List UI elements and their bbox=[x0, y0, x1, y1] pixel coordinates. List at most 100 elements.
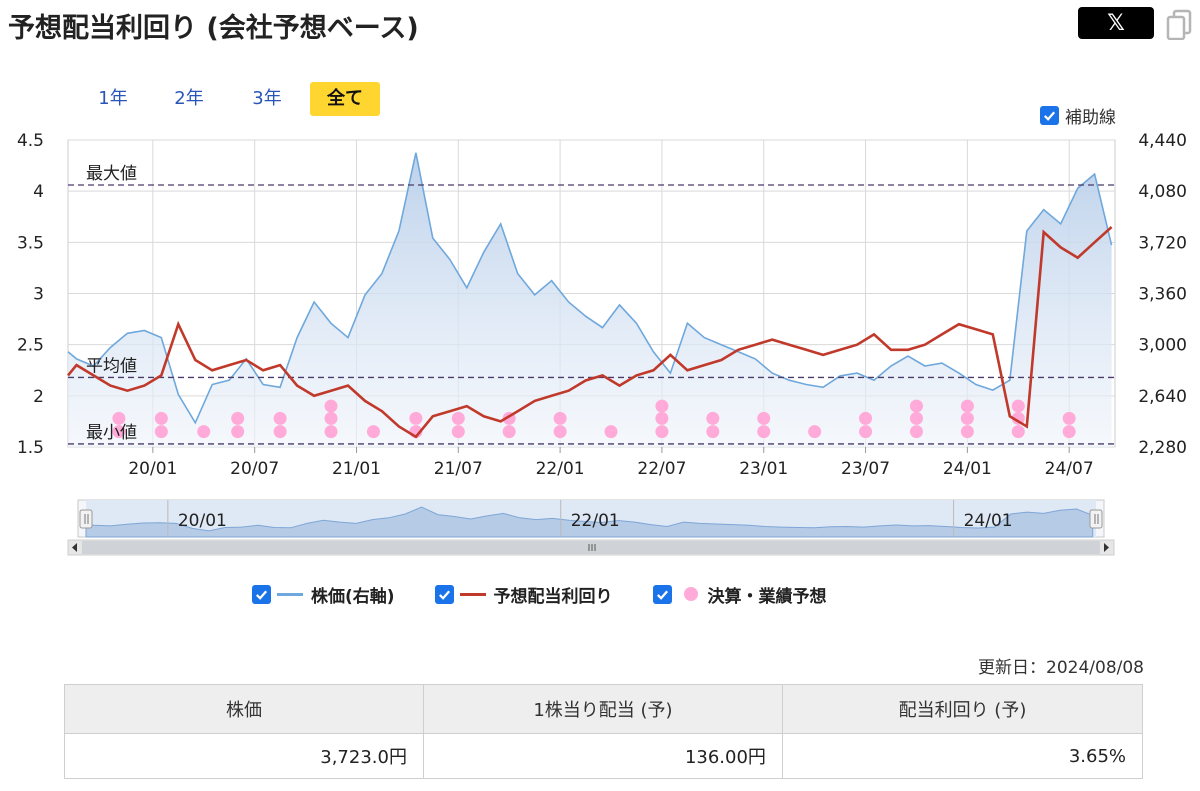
header-price: 株価 bbox=[64, 684, 424, 734]
legend-price[interactable]: 株価(右軸) bbox=[252, 582, 395, 607]
event-dot bbox=[859, 411, 873, 425]
value-dividend: 136.00円 bbox=[422, 733, 783, 779]
event-dot bbox=[909, 411, 923, 425]
x-logo-icon: 𝕏 bbox=[1107, 10, 1125, 36]
x-tick-label: 21/07 bbox=[434, 459, 483, 479]
checkmark-icon bbox=[256, 589, 268, 600]
event-dot bbox=[502, 425, 516, 439]
x-tick-label: 24/07 bbox=[1045, 459, 1094, 479]
summary-table: 株価 1株当り配当 (予) 配当利回り (予) 3,723.0円 136.00円… bbox=[64, 684, 1144, 779]
page-title: 予想配当利回り (会社予想ベース) bbox=[8, 13, 419, 44]
tab-all[interactable]: 全て bbox=[310, 82, 380, 116]
tab-2y[interactable]: 2年 bbox=[174, 88, 204, 109]
event-dot bbox=[324, 411, 338, 425]
x-tick-label: 23/07 bbox=[841, 459, 890, 479]
aux-lines-toggle[interactable]: 補助線 bbox=[1040, 103, 1116, 128]
event-dot bbox=[808, 425, 822, 439]
event-dot bbox=[366, 425, 380, 439]
event-dot bbox=[757, 411, 771, 425]
legend-yield-label: 予想配当利回り bbox=[493, 586, 613, 607]
aux-lines-label: 補助線 bbox=[1065, 108, 1116, 128]
header-yield: 配当利回り (予) bbox=[781, 684, 1144, 734]
event-dot bbox=[451, 411, 465, 425]
legend-yield-checkbox[interactable] bbox=[434, 584, 454, 604]
checkmark-icon bbox=[656, 589, 668, 600]
event-dot bbox=[409, 411, 423, 425]
x-tick-label: 23/01 bbox=[739, 459, 788, 479]
y-left-tick-label: 3.5 bbox=[17, 233, 44, 253]
event-dot bbox=[706, 411, 720, 425]
navigator-tick-label: 22/01 bbox=[571, 511, 620, 531]
y-left-tick-label: 3 bbox=[33, 285, 44, 305]
updated-date: 更新日：2024/08/08 bbox=[978, 658, 1144, 678]
x-tick-label: 20/07 bbox=[230, 459, 279, 479]
x-tick-label: 22/01 bbox=[536, 459, 585, 479]
y-left-tick-label: 4 bbox=[33, 182, 44, 202]
scroll-left-icon[interactable] bbox=[72, 543, 77, 552]
event-dot bbox=[273, 411, 287, 425]
navigator-tick-label: 24/01 bbox=[964, 511, 1013, 531]
y-right-tick-label: 2,280 bbox=[1138, 438, 1187, 458]
tab-3y[interactable]: 3年 bbox=[252, 88, 282, 109]
navigator-handle-left[interactable] bbox=[79, 509, 93, 529]
event-dot bbox=[112, 411, 126, 425]
y-right-tick-label: 3,360 bbox=[1138, 285, 1187, 305]
legend-price-checkbox[interactable] bbox=[252, 584, 271, 604]
event-dot bbox=[154, 425, 168, 439]
event-dot bbox=[231, 425, 245, 439]
event-dot bbox=[909, 425, 923, 439]
navigator-handle-right[interactable] bbox=[1089, 509, 1103, 529]
copy-icon[interactable] bbox=[1165, 8, 1193, 40]
navigator-series bbox=[85, 506, 1094, 538]
y-right-tick-label: 3,000 bbox=[1138, 336, 1187, 356]
legend-events-checkbox[interactable] bbox=[652, 584, 672, 604]
scrollbar-thumb[interactable] bbox=[82, 541, 1100, 554]
price-line-swatch bbox=[277, 592, 303, 596]
event-dot bbox=[324, 425, 338, 439]
event-dot bbox=[154, 411, 168, 425]
legend-price-label: 株価(右軸) bbox=[311, 586, 395, 607]
event-dot bbox=[909, 399, 923, 413]
scroll-right-icon[interactable] bbox=[1104, 543, 1109, 552]
event-dot bbox=[960, 399, 974, 413]
event-dot bbox=[655, 425, 669, 439]
x-tick-label: 22/07 bbox=[637, 459, 686, 479]
x-share-button[interactable]: 𝕏 bbox=[1078, 7, 1154, 39]
event-dot-swatch bbox=[683, 587, 698, 601]
x-tick-label: 20/01 bbox=[128, 459, 177, 479]
event-dot bbox=[1011, 425, 1025, 439]
y-right-tick-label: 2,640 bbox=[1138, 387, 1187, 407]
tab-1y[interactable]: 1年 bbox=[98, 88, 128, 109]
event-dot bbox=[112, 425, 126, 439]
chart-legend: 株価(右軸) 予想配当利回り 決算・業績予想 bbox=[252, 580, 867, 608]
event-dot bbox=[757, 425, 771, 439]
event-dot bbox=[960, 425, 974, 439]
legend-yield[interactable]: 予想配当利回り bbox=[434, 582, 613, 607]
ref-line-label: 平均値 bbox=[86, 356, 137, 376]
event-dot bbox=[960, 411, 974, 425]
ref-line-label: 最小値 bbox=[86, 423, 137, 443]
y-right-tick-label: 3,720 bbox=[1138, 233, 1187, 253]
table-header-row: 株価 1株当り配当 (予) 配当利回り (予) bbox=[64, 684, 1144, 734]
event-dot bbox=[553, 425, 567, 439]
event-dot bbox=[324, 399, 338, 413]
x-tick-label: 21/01 bbox=[332, 459, 381, 479]
event-dot bbox=[655, 399, 669, 413]
y-left-tick-label: 4.5 bbox=[17, 131, 44, 151]
aux-lines-checkbox[interactable] bbox=[1040, 106, 1059, 125]
legend-events[interactable]: 決算・業績予想 bbox=[652, 582, 827, 607]
yield-line-swatch bbox=[459, 592, 486, 596]
event-dot bbox=[273, 425, 287, 439]
y-right-tick-label: 4,080 bbox=[1138, 182, 1187, 202]
price-line bbox=[67, 152, 1113, 425]
event-dot bbox=[604, 425, 618, 439]
header-dividend: 1株当り配当 (予) bbox=[422, 684, 783, 734]
value-yield: 3.65% bbox=[781, 733, 1144, 779]
yield-chart: 4.5 4,440 4 4,080 3.5 3,720 3 3,360 2.5 3,000 2 2,6… bbox=[17, 131, 1187, 556]
event-dot bbox=[1011, 411, 1025, 425]
event-dot bbox=[706, 425, 720, 439]
checkmark-icon bbox=[438, 589, 450, 600]
event-dot bbox=[197, 425, 211, 439]
value-price: 3,723.0円 bbox=[64, 733, 424, 779]
event-dot bbox=[1062, 425, 1076, 439]
